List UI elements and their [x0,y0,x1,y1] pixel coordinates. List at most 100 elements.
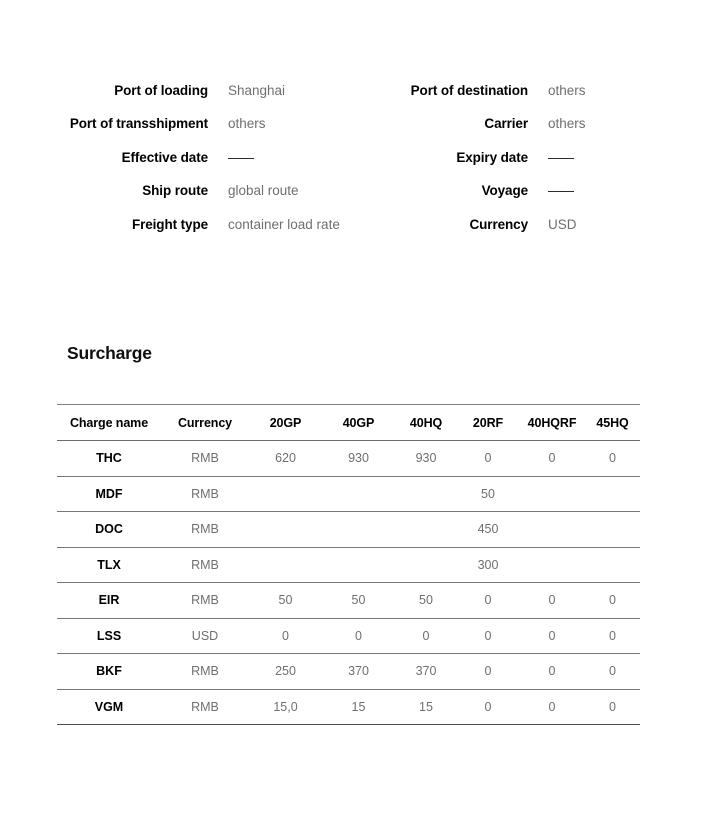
field-value-expiry-date: —— [548,149,574,165]
cell-20rf: 50 [457,476,519,512]
column-header-45hq: 45HQ [585,404,640,441]
table-row: LSS USD 0 0 0 0 0 0 [57,618,640,654]
cell-currency: RMB [161,582,249,619]
surcharge-table-wrap: Charge name Currency 20GP 40GP 40HQ 20RF… [57,404,640,725]
cell-currency: USD [161,618,249,654]
cell-charge-name: MDF [57,476,161,512]
cell-45hq [585,547,640,583]
field-value-voyage: —— [548,183,574,199]
column-header-20rf: 20RF [457,404,519,441]
table-row: THC RMB 620 930 930 0 0 0 [57,440,640,477]
shipment-info-grid: Port of loading Shanghai Port of destina… [56,74,702,241]
cell-45hq [585,511,640,548]
field-label-port-of-transshipment: Port of transshipment [69,116,208,132]
column-header-currency: Currency [161,404,249,441]
cell-40gp [322,476,395,512]
cell-20gp: 50 [249,582,322,619]
cell-45hq [585,476,640,512]
cell-45hq: 0 [585,653,640,690]
cell-40hqrf: 0 [519,440,585,477]
field-label-voyage: Voyage [481,183,529,199]
cell-45hq: 0 [585,440,640,477]
shipment-info-block: Port of loading Shanghai Port of destina… [0,74,702,241]
cell-40hqrf [519,547,585,583]
cell-20rf: 0 [457,653,519,690]
cell-charge-name: VGM [57,689,161,725]
cell-40gp: 370 [322,653,395,690]
cell-20gp: 15,0 [249,689,322,725]
cell-20gp [249,476,322,512]
field-label-carrier: Carrier [484,116,528,132]
cell-currency: RMB [161,476,249,512]
cell-20gp [249,511,322,548]
cell-20gp: 620 [249,440,322,477]
cell-charge-name: THC [57,440,161,477]
cell-currency: RMB [161,689,249,725]
cell-40hq: 50 [395,582,457,619]
cell-40gp: 50 [322,582,395,619]
cell-45hq: 0 [585,618,640,654]
cell-40hqrf [519,476,585,512]
table-row: TLX RMB 300 [57,547,640,583]
field-label-port-of-destination: Port of destination [410,83,528,98]
cell-charge-name: DOC [57,511,161,548]
field-label-ship-route: Ship route [142,183,208,199]
cell-20gp [249,547,322,583]
cell-20gp: 0 [249,618,322,654]
column-header-charge-name: Charge name [57,404,161,441]
cell-40hq: 15 [395,689,457,725]
field-label-freight-type: Freight type [131,216,208,232]
surcharge-section-title: Surcharge [67,343,152,363]
cell-45hq: 0 [585,582,640,619]
cell-40gp: 0 [322,618,395,654]
cell-40hqrf: 0 [519,618,585,654]
cell-40hqrf: 0 [519,582,585,619]
cell-charge-name: TLX [57,547,161,583]
cell-40hq: 930 [395,440,457,477]
cell-40hq [395,476,457,512]
cell-40hq: 0 [395,618,457,654]
field-value-freight-type: container load rate [228,216,340,232]
cell-20rf: 0 [457,618,519,654]
field-label-expiry-date: Expiry date [456,149,528,165]
cell-currency: RMB [161,511,249,548]
cell-40hqrf: 0 [519,653,585,690]
field-label-port-of-loading: Port of loading [114,83,208,98]
column-header-40hqrf: 40HQRF [519,404,585,441]
cell-20rf: 0 [457,582,519,619]
field-label-currency: Currency [469,216,529,232]
cell-40gp: 15 [322,689,395,725]
surcharge-table: Charge name Currency 20GP 40GP 40HQ 20RF… [57,404,640,725]
column-header-40hq: 40HQ [395,404,457,441]
cell-20rf: 450 [457,511,519,548]
table-row: BKF RMB 250 370 370 0 0 0 [57,653,640,690]
cell-45hq: 0 [585,689,640,725]
field-value-currency: USD [548,216,577,232]
table-row: MDF RMB 50 [57,476,640,512]
cell-40hq [395,511,457,548]
column-header-40gp: 40GP [322,404,395,441]
table-row: DOC RMB 450 [57,511,640,548]
cell-40hqrf [519,511,585,548]
field-value-carrier: others [548,116,586,132]
field-label-effective-date: Effective date [121,149,208,165]
cell-40hq: 370 [395,653,457,690]
cell-40gp: 930 [322,440,395,477]
cell-charge-name: BKF [57,653,161,690]
field-value-effective-date: —— [228,149,254,165]
cell-currency: RMB [161,653,249,690]
cell-20rf: 0 [457,689,519,725]
column-header-20gp: 20GP [249,404,322,441]
cell-charge-name: EIR [57,582,161,619]
cell-currency: RMB [161,547,249,583]
cell-currency: RMB [161,440,249,477]
table-header-row: Charge name Currency 20GP 40GP 40HQ 20RF… [57,404,640,441]
field-value-port-of-destination: others [548,83,586,98]
cell-charge-name: LSS [57,618,161,654]
cell-40hqrf: 0 [519,689,585,725]
cell-20gp: 250 [249,653,322,690]
field-value-ship-route: global route [228,183,299,199]
table-row: EIR RMB 50 50 50 0 0 0 [57,582,640,619]
field-value-port-of-transshipment: others [228,116,266,132]
cell-20rf: 300 [457,547,519,583]
